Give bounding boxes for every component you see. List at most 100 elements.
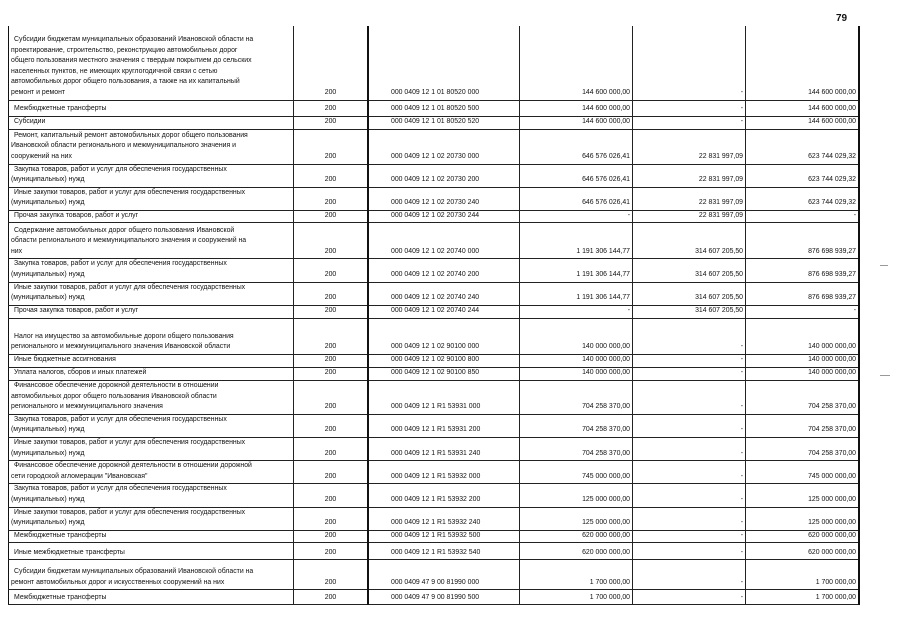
- row-description: Межбюджетные трансферты: [8, 99, 294, 117]
- table-row: Иные закупки товаров, работ и услуг для …: [8, 506, 860, 531]
- row-description: Закупка товаров, работ и услуг для обесп…: [8, 483, 294, 508]
- row-amount-change: -: [632, 529, 746, 544]
- row-admin-code: 200: [293, 222, 369, 260]
- row-admin-code: 200: [293, 483, 369, 508]
- row-description: Закупка товаров, работ и услуг для обесп…: [8, 163, 294, 188]
- row-amount-total: 125 000 000,00: [745, 483, 860, 508]
- row-amount-approved: 144 600 000,00: [519, 99, 633, 117]
- row-amount-total: 140 000 000,00: [745, 366, 860, 381]
- row-admin-code: 200: [293, 366, 369, 381]
- table-row: Межбюджетные трансферты 200 000 0409 47 9 …: [8, 589, 860, 606]
- row-amount-change: -: [632, 379, 746, 415]
- table-row: Закупка товаров, работ и услуг для обесп…: [8, 163, 860, 188]
- row-budget-code: 000 0409 12 1 02 90100 800: [367, 353, 520, 368]
- row-amount-total: 125 000 000,00: [745, 506, 860, 531]
- row-budget-code: 000 0409 12 1 02 20730 000: [367, 128, 520, 165]
- row-amount-change: -: [632, 506, 746, 531]
- row-amount-total: 1 700 000,00: [745, 589, 860, 606]
- row-amount-approved: 646 576 026,41: [519, 186, 633, 211]
- row-amount-approved: 140 000 000,00: [519, 366, 633, 381]
- row-amount-approved: -: [519, 304, 633, 319]
- row-admin-code: 200: [293, 258, 369, 283]
- row-amount-change: 314 607 205,50: [632, 258, 746, 283]
- row-amount-change: -: [632, 437, 746, 462]
- row-budget-code: 000 0409 12 1 02 90100 850: [367, 366, 520, 381]
- row-admin-code: 200: [293, 413, 369, 439]
- row-amount-total: 745 000 000,00: [745, 460, 860, 485]
- row-amount-approved: 704 258 370,00: [519, 413, 633, 439]
- budget-table-body: Субсидии бюджетам муниципальных образова…: [8, 26, 860, 606]
- table-row: Содержание автомобильных дорог общего по…: [8, 222, 860, 260]
- row-budget-code: 000 0409 12 1 02 20740 200: [367, 258, 520, 283]
- row-amount-change: 22 831 997,09: [632, 186, 746, 211]
- table-row: Иные закупки товаров, работ и услуг для …: [8, 186, 860, 211]
- row-admin-code: 200: [293, 163, 369, 188]
- row-budget-code: 000 0409 12 1 01 80520 000: [367, 26, 520, 101]
- row-amount-total: 704 258 370,00: [745, 379, 860, 415]
- row-admin-code: 200: [293, 128, 369, 165]
- row-description: Финансовое обеспечение дорожной деятельн…: [8, 460, 294, 485]
- row-amount-change: -: [632, 413, 746, 439]
- row-budget-code: 000 0409 12 1 R1 53931 200: [367, 413, 520, 439]
- row-description: Субсидии бюджетам муниципальных образова…: [8, 559, 294, 591]
- row-budget-code: 000 0409 12 1 R1 53931 240: [367, 437, 520, 462]
- row-description: Налог на имущество за автомобильные доро…: [8, 317, 294, 355]
- row-amount-approved: 646 576 026,41: [519, 128, 633, 165]
- row-description: Межбюджетные трансферты: [8, 529, 294, 544]
- row-description: Уплата налогов, сборов и иных платежей: [8, 366, 294, 381]
- row-amount-change: -: [632, 317, 746, 355]
- row-amount-approved: 704 258 370,00: [519, 379, 633, 415]
- row-amount-change: -: [632, 559, 746, 591]
- row-description: Прочая закупка товаров, работ и услуг: [8, 209, 294, 224]
- row-amount-total: 876 698 939,27: [745, 258, 860, 283]
- row-amount-change: -: [632, 26, 746, 101]
- table-row: Иные закупки товаров, работ и услуг для …: [8, 281, 860, 306]
- table-row: Финансовое обеспечение дорожной деятельн…: [8, 379, 860, 415]
- table-row: Иные межбюджетные трансферты 200 000 0409 …: [8, 542, 860, 561]
- row-description: Иные закупки товаров, работ и услуг для …: [8, 186, 294, 211]
- row-amount-total: -: [745, 209, 860, 224]
- row-description: Иные закупки товаров, работ и услуг для …: [8, 437, 294, 462]
- table-row: Иные бюджетные ассигнования 200 000 0409 1…: [8, 353, 860, 368]
- row-amount-approved: 1 191 306 144,77: [519, 258, 633, 283]
- row-amount-change: 314 607 205,50: [632, 222, 746, 260]
- row-amount-change: -: [632, 589, 746, 606]
- row-description: Содержание автомобильных дорог общего по…: [8, 222, 294, 260]
- row-amount-total: 623 744 029,32: [745, 186, 860, 211]
- row-amount-total: 620 000 000,00: [745, 529, 860, 544]
- row-amount-total: 144 600 000,00: [745, 26, 860, 101]
- row-budget-code: 000 0409 12 1 02 90100 000: [367, 317, 520, 355]
- table-row: Закупка товаров, работ и услуг для обесп…: [8, 258, 860, 283]
- row-admin-code: 200: [293, 542, 369, 561]
- row-admin-code: 200: [293, 589, 369, 606]
- row-amount-approved: 1 191 306 144,77: [519, 281, 633, 306]
- table-row: Финансовое обеспечение дорожной деятельн…: [8, 460, 860, 485]
- row-budget-code: 000 0409 12 1 R1 53932 540: [367, 542, 520, 561]
- table-row: Субсидии 200 000 0409 12 1 01 80520 520 144…: [8, 115, 860, 130]
- row-amount-approved: 140 000 000,00: [519, 317, 633, 355]
- row-description: Межбюджетные трансферты: [8, 589, 294, 606]
- row-budget-code: 000 0409 12 1 R1 53932 500: [367, 529, 520, 544]
- row-admin-code: 200: [293, 379, 369, 415]
- row-amount-total: 623 744 029,32: [745, 128, 860, 165]
- table-row: Межбюджетные трансферты 200 000 0409 12 1 …: [8, 99, 860, 117]
- row-admin-code: 200: [293, 115, 369, 130]
- table-row: Ремонт, капитальный ремонт автомобильных…: [8, 128, 860, 165]
- row-budget-code: 000 0409 12 1 R1 53932 200: [367, 483, 520, 508]
- row-amount-change: 314 607 205,50: [632, 281, 746, 306]
- table-row: Межбюджетные трансферты 200 000 0409 12 1 …: [8, 529, 860, 544]
- row-amount-total: 876 698 939,27: [745, 281, 860, 306]
- row-amount-total: 623 744 029,32: [745, 163, 860, 188]
- row-budget-code: 000 0409 12 1 02 20730 244: [367, 209, 520, 224]
- row-amount-change: 22 831 997,09: [632, 163, 746, 188]
- row-amount-total: 704 258 370,00: [745, 437, 860, 462]
- row-amount-change: -: [632, 115, 746, 130]
- row-description: Иные закупки товаров, работ и услуг для …: [8, 506, 294, 531]
- row-amount-total: -: [745, 304, 860, 319]
- row-description: Ремонт, капитальный ремонт автомобильных…: [8, 128, 294, 165]
- row-amount-approved: 620 000 000,00: [519, 542, 633, 561]
- row-amount-total: 1 700 000,00: [745, 559, 860, 591]
- row-amount-approved: 144 600 000,00: [519, 115, 633, 130]
- row-amount-change: 22 831 997,09: [632, 128, 746, 165]
- row-amount-change: -: [632, 542, 746, 561]
